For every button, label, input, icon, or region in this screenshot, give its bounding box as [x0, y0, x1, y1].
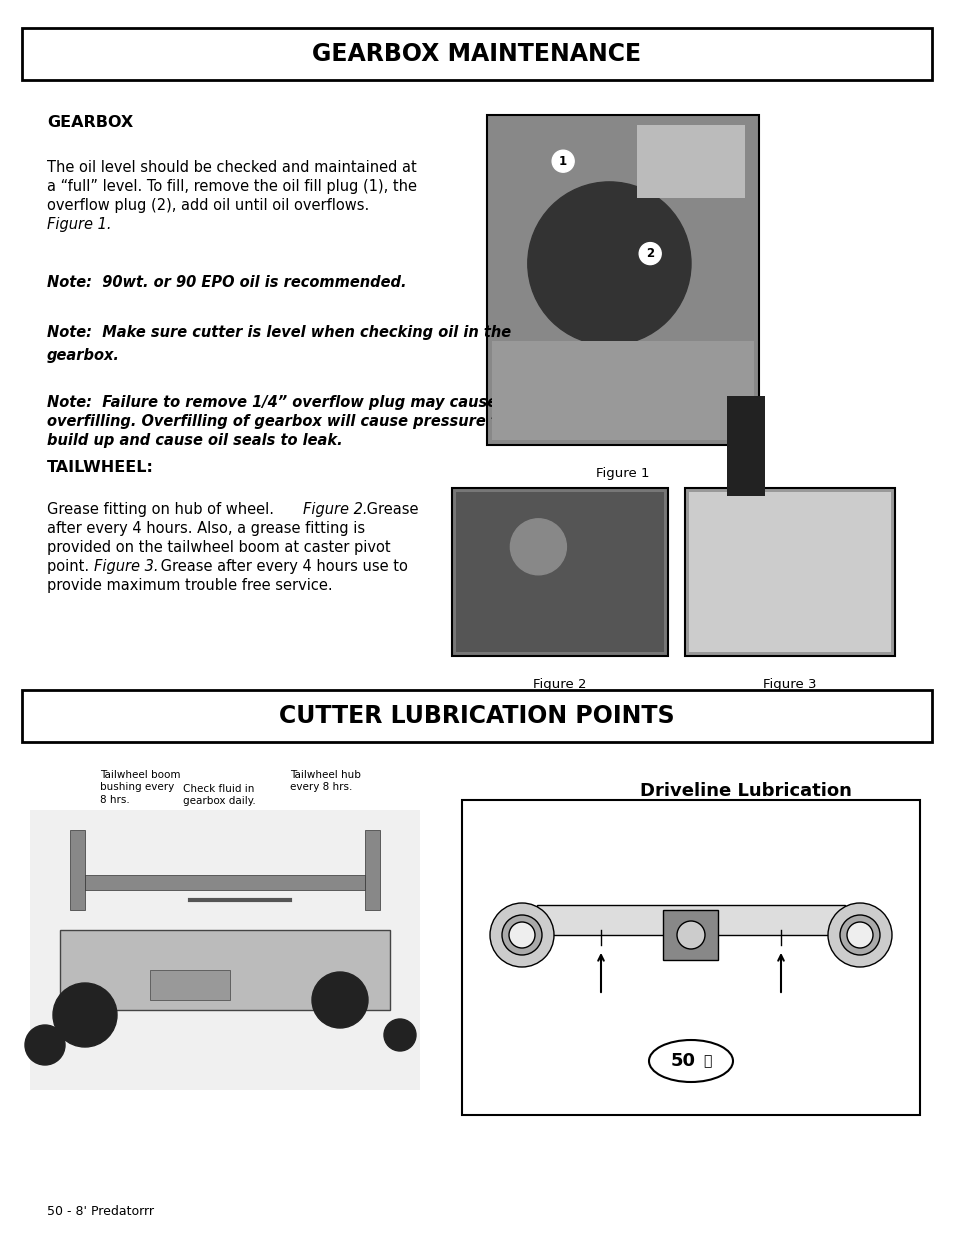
Text: GEARBOX: GEARBOX — [47, 115, 133, 130]
Text: a “full” level. To fill, remove the oil fill plug (1), the: a “full” level. To fill, remove the oil … — [47, 179, 416, 194]
Bar — [30, 810, 419, 1091]
Text: provided on the tailwheel boom at caster pivot: provided on the tailwheel boom at caster… — [47, 540, 390, 555]
Bar — [684, 488, 894, 656]
Bar — [365, 830, 379, 910]
Bar — [60, 930, 390, 1010]
Text: 50: 50 — [670, 1052, 695, 1070]
Bar — [150, 969, 230, 1000]
Circle shape — [501, 915, 541, 955]
Text: The oil level should be checked and maintained at: The oil level should be checked and main… — [47, 161, 416, 175]
Bar — [461, 800, 919, 1115]
Circle shape — [510, 519, 566, 574]
Bar — [85, 876, 365, 890]
Text: 1: 1 — [558, 154, 567, 168]
Text: 50 - 8' Predatorrr: 50 - 8' Predatorrr — [47, 1205, 153, 1218]
Circle shape — [312, 972, 368, 1028]
Text: ⧖: ⧖ — [702, 1053, 710, 1068]
Text: point.: point. — [47, 559, 93, 574]
Bar — [456, 492, 663, 652]
Text: 2: 2 — [645, 247, 654, 261]
Text: Note:  Failure to remove 1/4” overflow plug may cause: Note: Failure to remove 1/4” overflow pl… — [47, 395, 497, 410]
Text: Note:  Make sure cutter is level when checking oil in the: Note: Make sure cutter is level when che… — [47, 325, 511, 340]
Bar — [662, 910, 718, 960]
Circle shape — [846, 923, 872, 948]
Circle shape — [527, 182, 690, 345]
Bar — [726, 395, 764, 496]
Bar — [636, 125, 744, 198]
Text: overflow plug (2), add oil until oil overflows.: overflow plug (2), add oil until oil ove… — [47, 198, 369, 212]
Circle shape — [384, 1019, 416, 1051]
Text: Figure 2.: Figure 2. — [303, 501, 367, 517]
Text: overfilling. Overfilling of gearbox will cause pressure to: overfilling. Overfilling of gearbox will… — [47, 414, 507, 429]
Text: Figure 1: Figure 1 — [596, 467, 649, 480]
Text: Figure 3: Figure 3 — [762, 678, 816, 692]
Bar — [22, 690, 931, 742]
Text: Grease fitting on hub of wheel.: Grease fitting on hub of wheel. — [47, 501, 278, 517]
Text: Note:  90wt. or 90 EPO oil is recommended.: Note: 90wt. or 90 EPO oil is recommended… — [47, 275, 406, 290]
Text: Figure 3.: Figure 3. — [94, 559, 158, 574]
Bar — [486, 115, 759, 445]
Text: Tailwheel boom
bushing every
8 hrs.: Tailwheel boom bushing every 8 hrs. — [100, 769, 180, 805]
Text: Figure 2: Figure 2 — [533, 678, 586, 692]
Text: Driveline Lubrication: Driveline Lubrication — [639, 782, 851, 800]
Ellipse shape — [648, 1040, 732, 1082]
Circle shape — [25, 1025, 65, 1065]
Circle shape — [509, 923, 535, 948]
Text: GEARBOX MAINTENANCE: GEARBOX MAINTENANCE — [313, 42, 640, 65]
Bar — [70, 830, 85, 910]
Circle shape — [53, 983, 117, 1047]
Text: Check fluid in
gearbox daily.: Check fluid in gearbox daily. — [183, 784, 255, 806]
Circle shape — [639, 242, 660, 264]
Text: provide maximum trouble free service.: provide maximum trouble free service. — [47, 578, 333, 593]
Bar — [537, 905, 844, 935]
Bar — [688, 492, 890, 652]
Text: after every 4 hours. Also, a grease fitting is: after every 4 hours. Also, a grease fitt… — [47, 521, 365, 536]
Circle shape — [677, 921, 704, 948]
Circle shape — [840, 915, 879, 955]
Circle shape — [827, 903, 891, 967]
Circle shape — [490, 903, 554, 967]
Text: TAILWHEEL:: TAILWHEEL: — [47, 459, 153, 475]
Text: Figure 1.: Figure 1. — [47, 217, 112, 232]
Text: CUTTER LUBRICATION POINTS: CUTTER LUBRICATION POINTS — [279, 704, 674, 727]
Text: Grease: Grease — [361, 501, 418, 517]
Bar — [492, 341, 753, 440]
Circle shape — [552, 151, 574, 172]
Text: Tailwheel hub
every 8 hrs.: Tailwheel hub every 8 hrs. — [290, 769, 360, 793]
Text: gearbox.: gearbox. — [47, 348, 120, 363]
Bar — [452, 488, 667, 656]
Text: Grease after every 4 hours use to: Grease after every 4 hours use to — [156, 559, 408, 574]
Text: build up and cause oil seals to leak.: build up and cause oil seals to leak. — [47, 433, 342, 448]
Bar — [22, 28, 931, 80]
